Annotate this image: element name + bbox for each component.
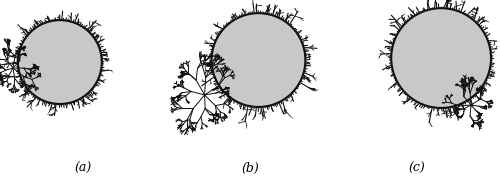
Text: (a): (a) — [74, 162, 92, 175]
Circle shape — [18, 20, 102, 104]
Text: (b): (b) — [241, 162, 259, 175]
Circle shape — [212, 13, 306, 107]
Circle shape — [391, 8, 491, 108]
Text: (c): (c) — [408, 162, 425, 175]
